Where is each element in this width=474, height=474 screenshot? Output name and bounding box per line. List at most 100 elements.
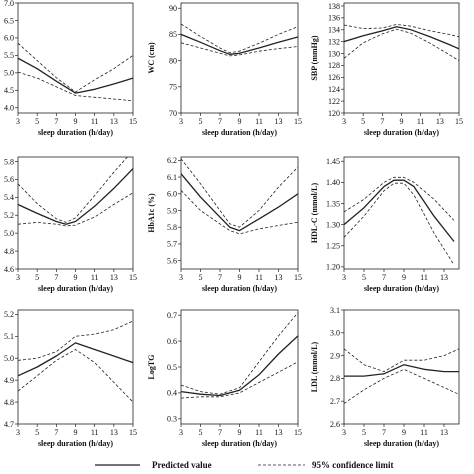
x-tick-label: 5 (199, 428, 203, 437)
x-tick-label: 13 (275, 273, 283, 282)
y-tick-label: 2.6 (330, 420, 340, 429)
x-tick-label: 7 (382, 428, 386, 437)
y-tick-label: 1.25 (326, 242, 340, 251)
y-tick-label: 90 (169, 4, 177, 13)
legend-predicted-label: Predicted value (152, 460, 212, 470)
confidence-limit-line (18, 192, 133, 227)
y-tick-label: 130 (328, 49, 340, 58)
confidence-limit-line (18, 71, 133, 102)
subplot-7: 4.7 4.8 4.9 5.0 5.1 5.2 3 5 7 9 11 13 15 sleep durati… (4, 309, 137, 448)
y-tick-label: 6.2 (167, 156, 177, 165)
confidence-limit-line (18, 42, 133, 93)
confidence-limit-line (181, 361, 298, 399)
subplot-1: 4.0 4.5 5.0 5.5 6.0 6.5 7.0 3 5 7 9 11 13 15 sleep dur… (4, 0, 137, 137)
y-tick-label: 0.6 (167, 337, 177, 346)
x-tick-label: 5 (35, 273, 39, 282)
x-axis-label: sleep duration (h/day) (202, 439, 277, 448)
x-axis-label: sleep duration (h/day) (38, 128, 113, 137)
x-tick-label: 13 (436, 117, 444, 126)
predicted-line (18, 168, 133, 225)
predicted-line (18, 342, 133, 377)
y-axis-label: SBP (mmHg) (310, 35, 319, 80)
confidence-limit-line (344, 23, 459, 38)
y-axis-label: LDL (mmol/L) (310, 341, 319, 392)
x-tick-label: 9 (238, 428, 242, 437)
y-tick-label: 1.30 (326, 220, 340, 229)
y-tick-label: 1.35 (326, 199, 340, 208)
confidence-limit-line (181, 190, 298, 235)
x-tick-label: 9 (238, 273, 242, 282)
x-tick-label: 9 (74, 428, 78, 437)
y-tick-label: 122 (328, 97, 340, 106)
predicted-line (344, 26, 459, 50)
y-tick-label: 5.8 (4, 157, 14, 166)
x-tick-label: 15 (129, 117, 137, 126)
x-tick-label: 9 (74, 117, 78, 126)
y-tick-label: 75 (169, 83, 177, 92)
y-tick-label: 2.7 (330, 397, 340, 406)
confidence-limit-line (344, 368, 459, 404)
x-tick-label: 3 (342, 273, 346, 282)
y-tick-label: 4.8 (4, 247, 14, 256)
legend-ci-label: 95% confidence limit (312, 460, 394, 470)
x-tick-label: 11 (91, 117, 99, 126)
y-tick-label: 5.4 (4, 193, 14, 202)
y-tick-label: 126 (328, 73, 340, 82)
confidence-limit-line (18, 349, 133, 403)
confidence-limit-line (344, 348, 459, 373)
y-tick-label: 5.6 (167, 256, 177, 265)
x-tick-label: 13 (440, 273, 448, 282)
plot-frame (17, 2, 134, 114)
confidence-limit-line (181, 23, 298, 54)
y-tick-label: 5.2 (4, 310, 14, 319)
y-tick-label: 5.2 (4, 211, 14, 220)
y-tick-label: 2.8 (330, 374, 340, 383)
x-tick-label: 3 (342, 117, 346, 126)
y-tick-label: 2.9 (330, 351, 340, 360)
x-tick-label: 7 (218, 428, 222, 437)
y-tick-label: 132 (328, 37, 340, 46)
y-tick-label: 4.6 (4, 265, 14, 274)
x-tick-label: 7 (54, 428, 58, 437)
confidence-limit-line (344, 28, 459, 62)
y-axis-label: HDL-C (mmol/L) (310, 183, 319, 244)
y-tick-label: 136 (328, 14, 340, 23)
x-tick-label: 11 (255, 117, 263, 126)
legend: Predicted value 95% confidence limit (95, 460, 394, 470)
y-tick-label: 124 (328, 85, 340, 94)
x-tick-label: 3 (179, 117, 183, 126)
y-tick-label: 5.7 (167, 240, 177, 249)
y-tick-label: 128 (328, 61, 340, 70)
x-axis-label: sleep duration (h/day) (364, 284, 439, 293)
plot-frame (17, 309, 134, 425)
predicted-line (181, 173, 298, 232)
y-tick-label: 70 (169, 109, 177, 118)
predicted-line (18, 57, 133, 94)
y-tick-label: 3.1 (330, 306, 340, 315)
y-tick-label: 4.9 (4, 376, 14, 385)
x-tick-label: 15 (294, 273, 302, 282)
x-axis-label: sleep duration (h/day) (364, 439, 439, 448)
x-tick-label: 13 (275, 117, 283, 126)
x-tick-label: 13 (110, 273, 118, 282)
subplot-8: 0.3 0.4 0.5 0.6 0.7 3 5 7 9 11 13 15 sleep duration … (147, 309, 302, 448)
plot-frame (180, 2, 299, 114)
y-tick-label: 5.1 (4, 332, 14, 341)
x-tick-label: 15 (455, 117, 463, 126)
y-tick-label: 0.4 (167, 389, 177, 398)
confidence-limit-line (18, 320, 133, 361)
x-axis-label: sleep duration (h/day) (202, 128, 277, 137)
plot-frame (343, 156, 460, 270)
x-tick-label: 11 (255, 273, 263, 282)
x-tick-label: 5 (35, 428, 39, 437)
x-tick-label: 11 (420, 428, 428, 437)
y-tick-label: 138 (328, 2, 340, 11)
y-tick-label: 120 (328, 109, 340, 118)
plot-frame (343, 309, 460, 425)
y-axis-label: WC (cm) (147, 42, 156, 74)
confidence-limit-line (344, 182, 455, 266)
x-tick-label: 9 (402, 273, 406, 282)
x-tick-label: 3 (16, 428, 20, 437)
x-tick-label: 11 (91, 428, 99, 437)
